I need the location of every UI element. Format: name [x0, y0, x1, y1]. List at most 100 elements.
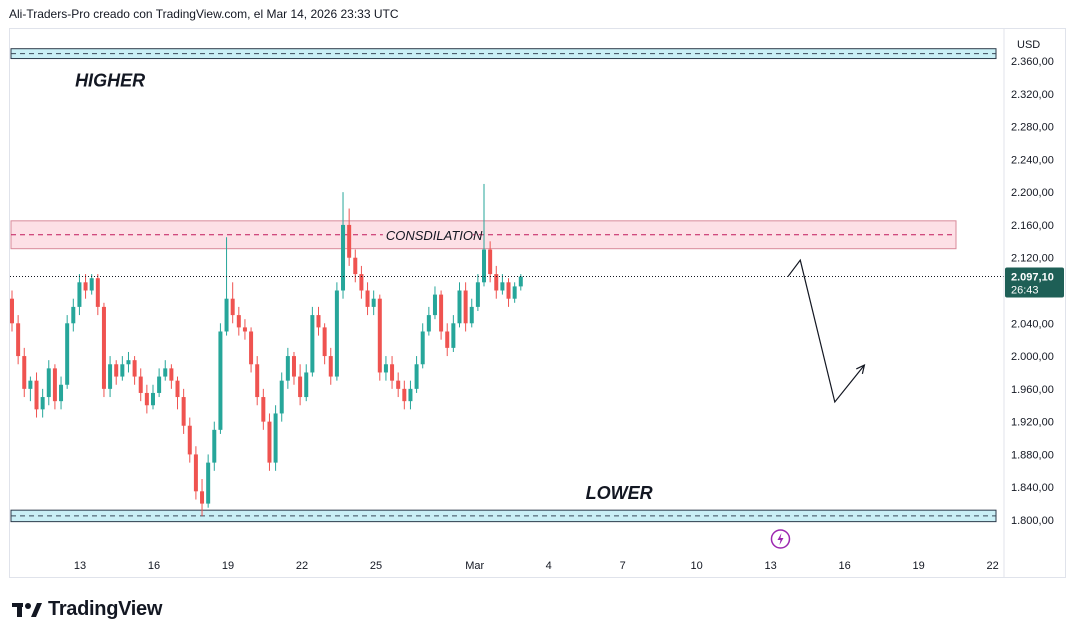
candle-body [334, 290, 339, 377]
candle-body [163, 368, 168, 377]
candle-body [488, 249, 493, 275]
candle-body [200, 491, 205, 504]
candle-body [230, 298, 235, 316]
candle-body [46, 368, 51, 398]
y-tick-label: 2.360,00 [1011, 56, 1054, 68]
candles-layer [10, 183, 523, 516]
x-tick-label: 22 [987, 560, 999, 572]
currency-label: USD [1017, 39, 1040, 51]
candle-body [475, 282, 480, 307]
candle-body [71, 306, 76, 324]
y-tick-label: 2.200,00 [1011, 187, 1054, 199]
y-tick-label: 1.840,00 [1011, 482, 1054, 494]
candle-body [157, 376, 162, 393]
x-tick-label: 13 [765, 560, 777, 572]
y-tick-label: 2.160,00 [1011, 220, 1054, 232]
y-tick-label: 1.880,00 [1011, 449, 1054, 461]
candle-body [359, 274, 364, 291]
candle-body [236, 315, 241, 328]
consolidation-zone-label: CONSDILATION [386, 228, 483, 243]
y-tick-label: 1.960,00 [1011, 384, 1054, 396]
tradingview-logo-icon [12, 602, 42, 617]
x-tick-label: 10 [691, 560, 703, 572]
candle-body [304, 372, 309, 398]
candle-body [249, 331, 254, 365]
candle-body [169, 368, 174, 381]
candle-body [187, 425, 192, 455]
zones-layer: HIGHER CONSDILATION LOWER [10, 48, 997, 523]
candle-body [451, 323, 456, 348]
candle-body [16, 323, 21, 357]
candle-body [273, 413, 278, 463]
candle-body [371, 298, 376, 307]
candle-body [512, 286, 517, 299]
candle-body [101, 306, 106, 389]
candle-body [132, 360, 137, 377]
y-tick-label: 1.920,00 [1011, 417, 1054, 429]
candle-body [518, 276, 523, 287]
chart-frame[interactable] [9, 28, 1066, 578]
candle-body [445, 331, 450, 348]
y-tick-label: 2.120,00 [1011, 253, 1054, 265]
x-tick-label: 25 [370, 560, 382, 572]
candle-body [65, 323, 70, 385]
candle-body [506, 282, 511, 299]
candle-body [22, 356, 27, 389]
tradingview-wordmark: TradingView [48, 598, 163, 620]
candle-body [390, 364, 395, 381]
candle-body [126, 360, 131, 365]
chart-attribution: Ali-Traders-Pro creado con TradingView.c… [9, 7, 399, 21]
x-tick-label: Mar [465, 560, 484, 572]
y-tick-label: 2.320,00 [1011, 89, 1054, 101]
candle-body [206, 462, 211, 504]
candle-body [383, 364, 388, 373]
candle-body [212, 429, 217, 463]
candle-body [341, 224, 346, 291]
last-price-tag [1005, 267, 1064, 298]
candle-body [175, 380, 180, 398]
candle-body [500, 282, 505, 291]
candle-body [365, 290, 370, 307]
x-tick-label: 16 [148, 560, 160, 572]
tradingview-logo[interactable]: TradingView [12, 598, 162, 621]
candle-body [218, 331, 223, 430]
candle-body [402, 388, 407, 402]
candle-body [396, 380, 401, 389]
candle-body [40, 397, 45, 410]
candle-body [291, 356, 296, 377]
candle-body [181, 397, 186, 426]
last-price-countdown: 26:43 [1011, 284, 1039, 296]
y-tick-label: 2.000,00 [1011, 351, 1054, 363]
candle-body [347, 224, 352, 258]
candle-body [377, 298, 382, 373]
lower-zone-label: LOWER [586, 483, 653, 503]
projection-path [787, 258, 865, 404]
candle-body [469, 306, 474, 324]
candle-body [457, 290, 462, 324]
event-marker-bolt [777, 533, 784, 545]
candle-body [77, 282, 82, 307]
higher-zone-label: HIGHER [75, 70, 145, 90]
candle-body [108, 364, 113, 389]
candle-body [316, 315, 321, 328]
x-tick-label: 16 [839, 560, 851, 572]
candle-body [89, 278, 94, 291]
candle-body [279, 380, 284, 414]
x-tick-label: 19 [222, 560, 234, 572]
candle-body [353, 257, 358, 275]
candle-body [10, 298, 14, 324]
candle-body [120, 364, 125, 377]
candle-body [261, 397, 266, 422]
candle-body [439, 294, 444, 332]
candle-body [83, 282, 88, 291]
last-price-value: 2.097,10 [1011, 271, 1054, 283]
candle-body [95, 278, 100, 307]
y-tick-label: 2.040,00 [1011, 318, 1054, 330]
candle-body [144, 392, 149, 406]
candle-body [482, 249, 487, 283]
candle-body [298, 376, 303, 398]
consolidation-label-bg [382, 226, 473, 242]
x-tick-label: 19 [913, 560, 925, 572]
y-tick-label: 2.240,00 [1011, 154, 1054, 166]
